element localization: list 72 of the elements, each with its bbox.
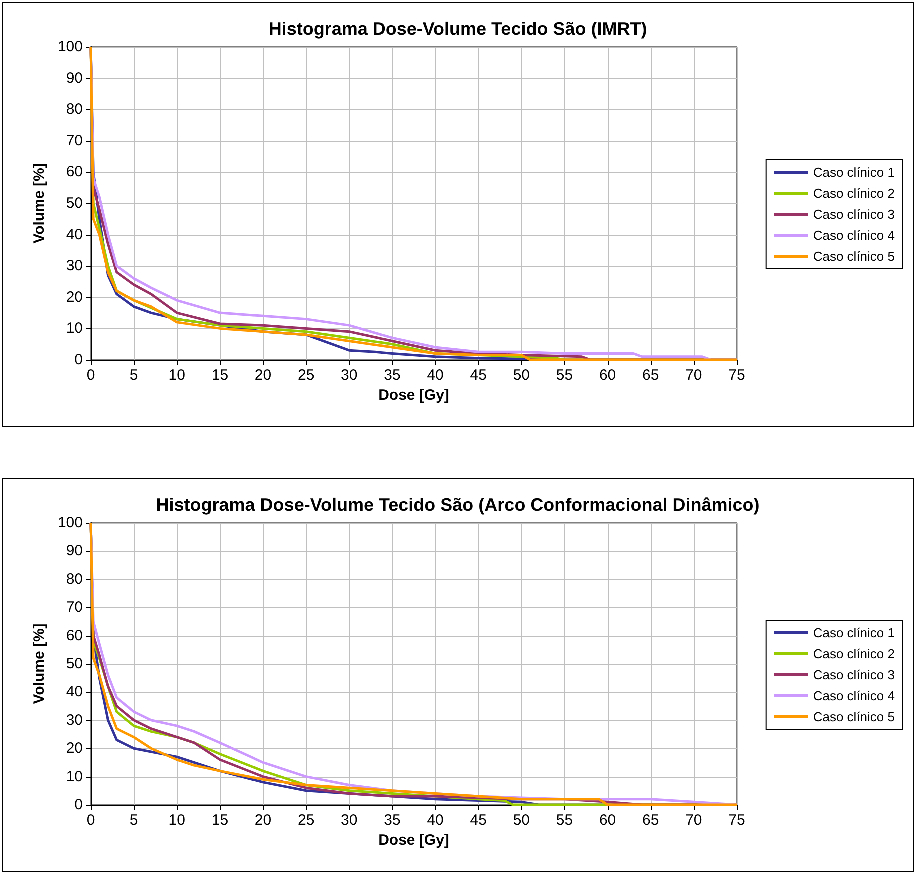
legend-label: Caso clínico 2 — [813, 646, 896, 662]
y-axis-title: Volume [%] — [31, 163, 48, 244]
legend-label: Caso clínico 5 — [813, 249, 896, 264]
y-axis-title: Volume [%] — [31, 624, 48, 704]
x-tick-label: 55 — [556, 367, 574, 384]
y-tick-label: 50 — [66, 195, 83, 212]
y-tick-label: 90 — [66, 70, 83, 87]
x-tick-label: 75 — [728, 367, 746, 384]
x-axis-title: Dose [Gy] — [378, 387, 450, 404]
x-tick-label: 10 — [168, 367, 186, 384]
x-tick-label: 20 — [254, 812, 272, 829]
x-tick-label: 70 — [686, 367, 702, 384]
y-tick-label: 70 — [66, 132, 83, 150]
y-tick-label: 10 — [66, 768, 83, 786]
y-tick-label: 70 — [66, 599, 83, 616]
y-tick-label: 40 — [66, 226, 83, 244]
y-tick-label: 30 — [66, 712, 83, 729]
y-tick-label: 80 — [66, 570, 83, 588]
legend-label: Caso clínico 1 — [813, 165, 896, 180]
x-tick-label: 0 — [86, 812, 96, 829]
x-tick-label: 70 — [686, 812, 702, 829]
legend-label: Caso clínico 1 — [813, 626, 896, 640]
x-tick-label: 30 — [341, 367, 358, 384]
y-tick-label: 20 — [66, 740, 83, 758]
x-tick-label: 5 — [130, 812, 138, 829]
x-tick-label: 40 — [427, 367, 444, 384]
x-tick-label: 0 — [86, 367, 96, 384]
legend-label: Caso clínico 4 — [813, 228, 896, 243]
line-series — [90, 46, 738, 362]
y-tick-label: 30 — [66, 258, 83, 275]
x-tick-label: 45 — [470, 812, 487, 829]
x-tick-label: 15 — [212, 367, 229, 384]
legend-label: Caso clínico 2 — [813, 186, 896, 201]
y-tick-label: 0 — [74, 796, 83, 814]
x-tick-label: 50 — [513, 812, 530, 829]
y-tick-label: 80 — [66, 101, 83, 118]
x-tick-label: 45 — [470, 367, 487, 384]
legend-label: Caso clínico 4 — [813, 688, 896, 704]
legend-label: Caso clínico 3 — [813, 668, 896, 682]
x-tick-label: 35 — [384, 367, 401, 384]
chart-title: Histograma Dose-Volume Tecido São (Arco Conformacional Dinâmico) — [156, 495, 760, 515]
x-tick-label: 25 — [298, 812, 315, 829]
y-tick-label: 20 — [66, 288, 83, 306]
chart-title: Histograma Dose-Volume Tecido São (IMRT) — [268, 19, 648, 39]
y-tick-label: 50 — [66, 656, 83, 672]
line-series — [90, 522, 738, 806]
x-tick-label: 25 — [298, 367, 315, 384]
y-tick-label: 0 — [74, 352, 83, 368]
x-tick-label: 65 — [642, 367, 660, 384]
y-tick-label: 40 — [66, 684, 83, 701]
x-tick-label: 40 — [427, 812, 444, 829]
x-axis-title: Dose [Gy] — [378, 832, 450, 849]
y-tick-label: 90 — [66, 542, 83, 560]
legend-label: Caso clínico 3 — [813, 207, 896, 222]
x-tick-label: 20 — [254, 367, 272, 384]
y-tick-label: 100 — [58, 38, 83, 56]
x-tick-label: 55 — [556, 812, 574, 829]
legend-label: Caso clínico 5 — [813, 710, 896, 724]
x-tick-label: 50 — [513, 367, 530, 384]
x-tick-label: 60 — [599, 367, 616, 384]
x-tick-label: 60 — [599, 812, 616, 829]
y-tick-label: 10 — [66, 320, 83, 338]
x-tick-label: 65 — [642, 812, 660, 829]
x-tick-label: 10 — [168, 812, 186, 829]
x-tick-label: 35 — [384, 812, 401, 829]
x-tick-label: 15 — [212, 812, 229, 829]
x-tick-label: 30 — [341, 812, 358, 829]
y-tick-label: 60 — [66, 164, 83, 181]
x-tick-label: 5 — [130, 367, 138, 384]
y-tick-label: 60 — [66, 627, 83, 644]
y-tick-label: 100 — [58, 514, 83, 532]
x-tick-label: 75 — [728, 812, 746, 829]
